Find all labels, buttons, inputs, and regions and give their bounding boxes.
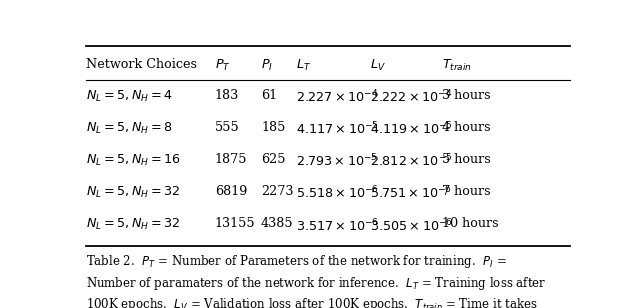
Text: $T_{train}$: $T_{train}$ (442, 58, 472, 73)
Text: 625: 625 (261, 153, 285, 166)
Text: $N_L = 5, N_H = 4$: $N_L = 5, N_H = 4$ (86, 89, 173, 104)
Text: $4.117 \times 10^{-5}$: $4.117 \times 10^{-5}$ (296, 121, 379, 138)
Text: 4 hours: 4 hours (442, 121, 491, 134)
Text: 61: 61 (261, 89, 277, 102)
Text: $N_L = 5, N_H = 8$: $N_L = 5, N_H = 8$ (86, 121, 173, 136)
Text: 555: 555 (215, 121, 239, 134)
Text: $2.812 \times 10^{-5}$: $2.812 \times 10^{-5}$ (370, 153, 452, 170)
Text: $3.517 \times 10^{-6}$: $3.517 \times 10^{-6}$ (296, 217, 379, 234)
Text: 2273: 2273 (261, 185, 294, 198)
Text: $N_L = 5, N_H = 16$: $N_L = 5, N_H = 16$ (86, 153, 180, 168)
Text: 185: 185 (261, 121, 285, 134)
Text: $5.751 \times 10^{-6}$: $5.751 \times 10^{-6}$ (370, 185, 452, 202)
Text: 1875: 1875 (215, 153, 248, 166)
Text: $P_I$: $P_I$ (261, 58, 273, 73)
Text: 3 hours: 3 hours (442, 89, 491, 102)
Text: 4385: 4385 (261, 217, 294, 230)
Text: $2.227 \times 10^{-4}$: $2.227 \times 10^{-4}$ (296, 89, 378, 106)
Text: 10 hours: 10 hours (442, 217, 499, 230)
Text: $N_L = 5, N_H = 32$: $N_L = 5, N_H = 32$ (86, 185, 180, 200)
Text: $3.505 \times 10^{-6}$: $3.505 \times 10^{-6}$ (370, 217, 453, 234)
Text: 7 hours: 7 hours (442, 185, 491, 198)
Text: $2.222 \times 10^{-4}$: $2.222 \times 10^{-4}$ (370, 89, 452, 106)
Text: Network Choices: Network Choices (86, 58, 197, 71)
Text: $L_T$: $L_T$ (296, 58, 311, 73)
Text: $2.793 \times 10^{-5}$: $2.793 \times 10^{-5}$ (296, 153, 378, 170)
Text: $P_T$: $P_T$ (215, 58, 230, 73)
Text: $4.119 \times 10^{-5}$: $4.119 \times 10^{-5}$ (370, 121, 453, 138)
Text: $5.518 \times 10^{-6}$: $5.518 \times 10^{-6}$ (296, 185, 379, 202)
Text: 5 hours: 5 hours (442, 153, 491, 166)
Text: 183: 183 (215, 89, 239, 102)
Text: Table 2.  $P_T$ = Number of Parameters of the network for training.  $P_I$ =
Num: Table 2. $P_T$ = Number of Parameters of… (86, 253, 547, 308)
Text: 6819: 6819 (215, 185, 247, 198)
Text: $L_V$: $L_V$ (370, 58, 386, 73)
Text: $N_L = 5, N_H = 32$: $N_L = 5, N_H = 32$ (86, 217, 180, 232)
Text: 13155: 13155 (215, 217, 255, 230)
